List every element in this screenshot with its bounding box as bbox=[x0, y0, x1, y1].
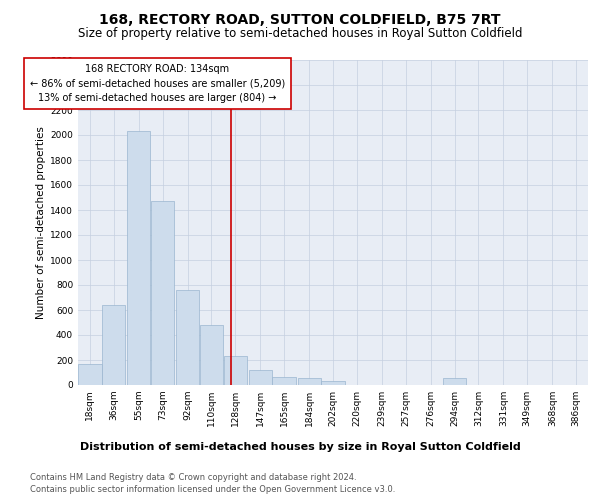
Text: 168 RECTORY ROAD: 134sqm
← 86% of semi-detached houses are smaller (5,209)
13% o: 168 RECTORY ROAD: 134sqm ← 86% of semi-d… bbox=[29, 64, 285, 104]
Bar bbox=[224, 356, 247, 385]
Bar bbox=[298, 378, 321, 385]
Text: Contains public sector information licensed under the Open Government Licence v3: Contains public sector information licen… bbox=[30, 485, 395, 494]
Text: Contains HM Land Registry data © Crown copyright and database right 2024.: Contains HM Land Registry data © Crown c… bbox=[30, 472, 356, 482]
Bar bbox=[200, 325, 223, 385]
Text: Distribution of semi-detached houses by size in Royal Sutton Coldfield: Distribution of semi-detached houses by … bbox=[80, 442, 520, 452]
Text: 168, RECTORY ROAD, SUTTON COLDFIELD, B75 7RT: 168, RECTORY ROAD, SUTTON COLDFIELD, B75… bbox=[99, 12, 501, 26]
Bar bbox=[272, 377, 296, 385]
Bar bbox=[443, 378, 466, 385]
Bar bbox=[151, 201, 174, 385]
Bar bbox=[127, 131, 151, 385]
Bar bbox=[322, 381, 344, 385]
Text: Size of property relative to semi-detached houses in Royal Sutton Coldfield: Size of property relative to semi-detach… bbox=[78, 28, 522, 40]
Bar bbox=[102, 305, 125, 385]
Bar bbox=[176, 290, 199, 385]
Y-axis label: Number of semi-detached properties: Number of semi-detached properties bbox=[36, 126, 46, 319]
Bar bbox=[248, 370, 272, 385]
Bar bbox=[78, 364, 101, 385]
